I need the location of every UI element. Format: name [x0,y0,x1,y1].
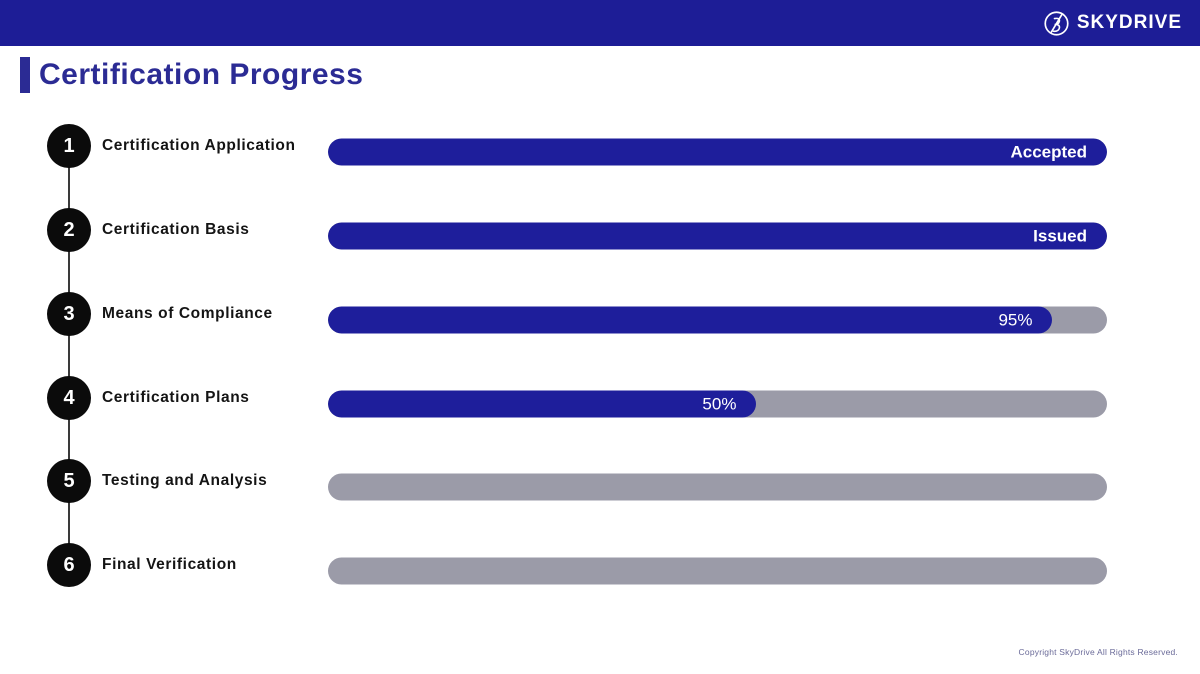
timeline-connector-line [68,146,70,565]
status-badge: Accepted [1010,142,1087,161]
step-number: 6 [63,553,75,576]
step-number-badge: 1 [47,124,91,168]
brand-logo: SKYDRIVE [1043,10,1182,37]
step-label: Certification Plans [102,389,250,406]
progress-bar-track: 95% [328,306,1107,334]
step-number-badge: 3 [47,292,91,336]
step-row-6: 6 Final Verification [0,532,1200,598]
step-label: Certification Application [102,137,296,154]
step-number-badge: 6 [47,543,91,587]
step-label: Certification Basis [102,221,250,238]
copyright-text: Copyright SkyDrive All Rights Reserved. [1018,647,1178,657]
step-row-1: 1 Certification Application Accepted [0,113,1200,179]
progress-bar-fill: 95% [328,306,1053,334]
progress-bar-track: Issued [328,222,1107,250]
title-accent-bar [20,57,30,93]
progress-bar-track: Accepted [328,138,1107,166]
step-number: 2 [63,218,75,241]
brand-name: SKYDRIVE [1076,12,1182,33]
step-number: 4 [63,386,75,409]
step-row-4: 4 Certification Plans 50% [0,365,1200,431]
header-bar: SKYDRIVE [0,0,1200,46]
progress-bar-fill: Accepted [328,138,1107,166]
step-row-3: 3 Means of Compliance 95% [0,281,1200,347]
step-row-5: 5 Testing and Analysis [0,448,1200,514]
page-title: Certification Progress [39,58,364,91]
step-label: Means of Compliance [102,305,273,322]
step-number-badge: 2 [47,208,91,252]
step-label: Testing and Analysis [102,472,268,489]
progress-bar-track [328,557,1107,585]
step-number: 5 [63,469,75,492]
status-badge: Issued [1033,226,1087,245]
progress-bar-track [328,473,1107,501]
progress-bar-fill: Issued [328,222,1107,250]
progress-percent: 95% [998,310,1033,329]
progress-bar-fill: 50% [328,390,757,418]
progress-bar-track: 50% [328,390,1107,418]
step-number: 3 [63,302,75,325]
step-label: Final Verification [102,556,237,573]
step-row-2: 2 Certification Basis Issued [0,197,1200,263]
step-number-badge: 5 [47,459,91,503]
step-number-badge: 4 [47,376,91,420]
progress-percent: 50% [702,394,737,413]
step-number: 1 [63,134,75,157]
skydrive-emblem-icon [1044,10,1069,36]
title-block: Certification Progress [20,57,363,93]
